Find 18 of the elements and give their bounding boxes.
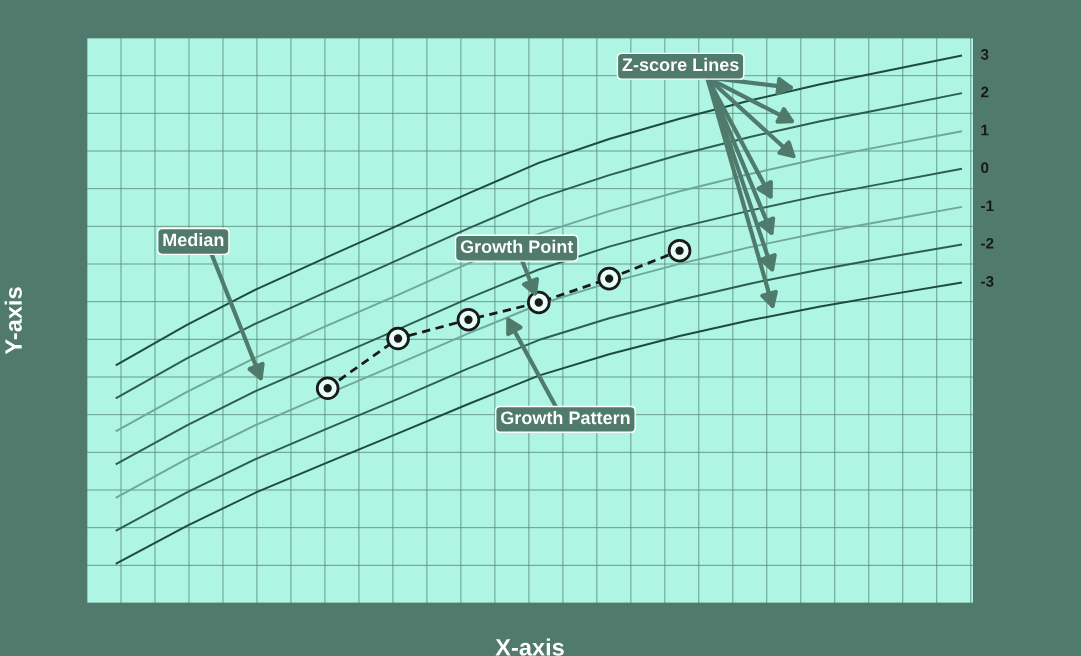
y-axis-title: Y-axis bbox=[4, 287, 22, 355]
series-label: -2 bbox=[981, 237, 994, 249]
series-label: -1 bbox=[981, 200, 994, 211]
point bbox=[597, 266, 621, 291]
point bbox=[386, 326, 410, 351]
series-label: 3 bbox=[980, 49, 989, 60]
series-label: 0 bbox=[981, 162, 989, 174]
annotation: Z-score Lines bbox=[622, 57, 739, 72]
series-label: 2 bbox=[981, 86, 989, 98]
point bbox=[315, 376, 340, 401]
point bbox=[667, 238, 692, 263]
annotation: Median bbox=[163, 232, 224, 247]
annotation: Growth Pattern bbox=[500, 410, 630, 425]
series-label: 1 bbox=[981, 124, 989, 136]
annotation: Growth Point bbox=[460, 239, 574, 254]
series-label: -3 bbox=[981, 275, 994, 287]
point bbox=[456, 307, 481, 332]
x-axis-title: X-axis bbox=[495, 638, 564, 656]
